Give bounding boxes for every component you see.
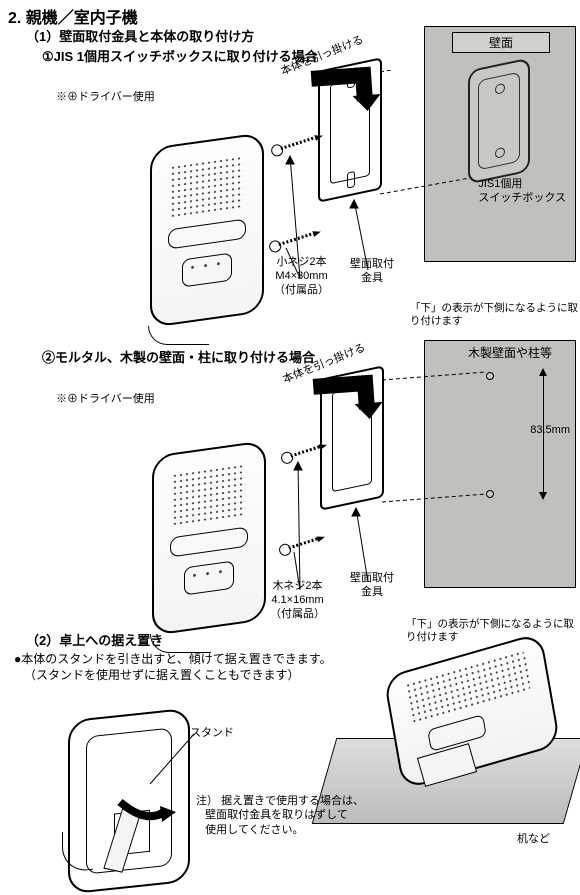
speaker-grille-icon bbox=[172, 463, 246, 527]
wall-hole-top bbox=[486, 372, 494, 380]
bracket-l2: 金具 bbox=[361, 272, 383, 284]
unit-bar bbox=[170, 527, 248, 558]
stand-label: スタンド bbox=[190, 724, 234, 740]
bracket-l1: 壁面取付 bbox=[350, 258, 394, 270]
speaker-grille-icon bbox=[170, 155, 244, 219]
hook-arrow-icon bbox=[313, 373, 396, 418]
wall-label: 壁面 bbox=[452, 32, 550, 53]
diagram-wood-wall: 木製壁面や柱等 83.5mm 本体を引っ掛ける bbox=[0, 370, 580, 630]
call-button bbox=[184, 560, 234, 595]
bracket2-l2: 金具 bbox=[361, 586, 383, 598]
dimension-value: 83.5mm bbox=[530, 424, 570, 436]
usage-l3: 使用してください。 bbox=[205, 824, 303, 836]
usage-prefix: 注） bbox=[196, 795, 218, 807]
wood-screw-icon bbox=[278, 531, 333, 554]
diagram-jis-box: 壁面 本体を引っ掛ける bbox=[0, 70, 580, 330]
usage-note: 注） 据え置きで使用する場合は、 壁面取付金具を取りはずして 使用してください。 bbox=[196, 794, 364, 837]
page-heading: 2. 親機／室内子機 bbox=[8, 4, 138, 28]
pull-out-arrow-icon bbox=[116, 798, 176, 828]
bracket-caption: 壁面取付 金具 bbox=[350, 572, 394, 600]
wscrew-l3: （付属品） bbox=[270, 608, 325, 620]
wood-wall-surface bbox=[424, 340, 576, 588]
case1-title: ①JIS 1個用スイッチボックスに取り付ける場合 bbox=[42, 46, 318, 65]
call-button bbox=[182, 252, 232, 287]
diagram-desktop-stand: スタンド 机など 注） 据え置きで使用する場合は、 壁面取付金具を取りはずして … bbox=[0, 640, 580, 876]
bracket-caption: 壁面取付 金具 bbox=[350, 258, 394, 286]
machine-screw-icon bbox=[269, 227, 328, 251]
jis-caption: JIS1個用 スイッチボックス bbox=[478, 178, 566, 206]
screws-caption: 小ネジ2本 M4×30mm （付属品） bbox=[274, 256, 329, 297]
unit-cord bbox=[148, 326, 209, 345]
unit-bar bbox=[168, 219, 246, 250]
intercom-unit bbox=[152, 440, 266, 636]
screws-l3: （付属品） bbox=[274, 284, 329, 296]
wall-hole-bottom bbox=[486, 490, 494, 498]
jis-switch-box bbox=[468, 57, 530, 184]
hook-arrow-icon bbox=[311, 65, 394, 110]
orientation-note-1: 「下」の表示が下側になるように取り付けます bbox=[410, 302, 580, 328]
section1-title: （1）壁面取付金具と本体の取り付け方 bbox=[26, 26, 254, 45]
usage-l2: 壁面取付金具を取りはずして bbox=[205, 809, 348, 821]
wscrew-l2: 4.1×16mm bbox=[271, 594, 323, 606]
wscrew-l1: 木ネジ2本 bbox=[272, 580, 322, 592]
unit-cord bbox=[62, 829, 93, 873]
wood-screws-caption: 木ネジ2本 4.1×16mm （付属品） bbox=[270, 580, 325, 621]
screws-l2: M4×30mm bbox=[275, 270, 327, 282]
jis-l1: JIS1個用 bbox=[478, 178, 522, 190]
screws-l1: 小ネジ2本 bbox=[276, 256, 326, 268]
case2-title: ②モルタル、木製の壁面・柱に取り付ける場合 bbox=[42, 347, 315, 366]
bracket2-l1: 壁面取付 bbox=[350, 572, 394, 584]
wood-wall-label: 木製壁面や柱等 bbox=[468, 344, 552, 361]
usage-l1: 据え置きで使用する場合は、 bbox=[221, 795, 364, 807]
desk-label: 机など bbox=[517, 830, 550, 846]
jis-l2: スイッチボックス bbox=[478, 192, 566, 204]
intercom-unit bbox=[150, 132, 264, 328]
